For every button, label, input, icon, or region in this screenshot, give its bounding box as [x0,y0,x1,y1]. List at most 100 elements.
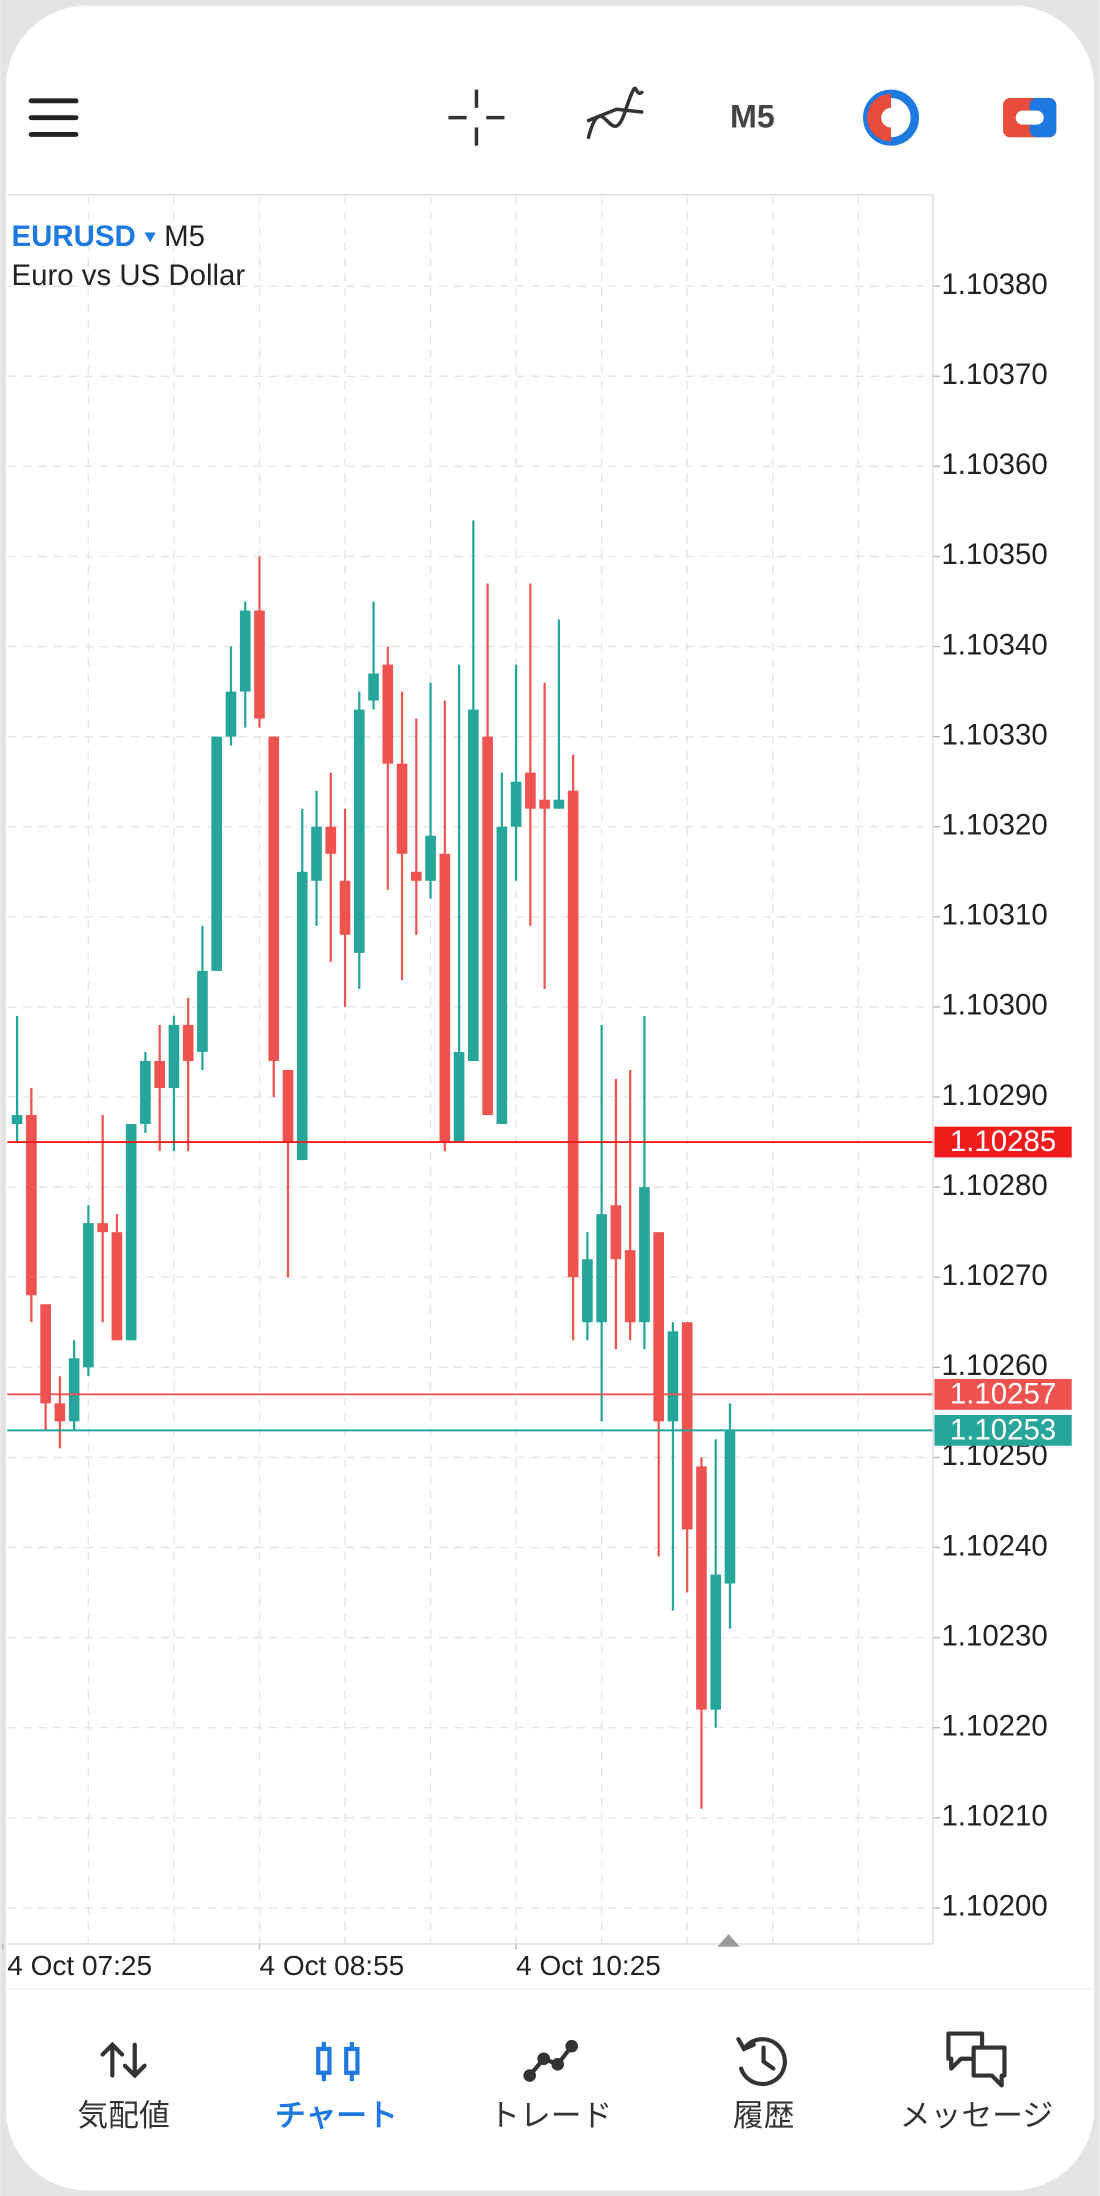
trade-icon[interactable] [523,2039,579,2082]
candle-body [567,790,579,1278]
y-tick-label: 1.10200 [941,1890,1047,1923]
candle-body [382,664,394,764]
timeframe-button[interactable]: M5 [730,99,775,135]
candle-body [525,772,536,809]
price-tag [934,1378,1072,1410]
scroll-marker [717,1934,740,1947]
candle-body [710,1574,722,1710]
price-tag-label: 1.10257 [950,1377,1056,1410]
y-tick-label: 1.10290 [941,1079,1047,1112]
one-click-button[interactable] [863,89,920,146]
y-tick-label: 1.10230 [941,1619,1047,1652]
candle-body [40,1304,51,1404]
candle-body [325,826,337,854]
indicators-button[interactable] [586,86,644,140]
y-tick-label: 1.10240 [941,1529,1047,1562]
candle-body [582,1259,593,1323]
candle-body [596,1214,607,1323]
candle-body [197,970,208,1052]
history-icon[interactable] [736,2037,787,2087]
candle-body [296,871,308,1161]
candle-body [396,763,408,854]
candle-body [681,1322,693,1530]
symbol-description: Euro vs US Dollar [12,259,246,292]
candle-body [282,1069,294,1143]
plot: 1.10200 1.10210 1.10220 1.10230 1.10240 1.102… [2,196,1072,1981]
y-tick-label: 1.10330 [941,718,1047,751]
candle-body [254,610,265,719]
chart-icon[interactable] [316,2041,360,2082]
quotes-icon[interactable] [100,2041,147,2079]
price-tag-label: 1.10253 [950,1414,1056,1447]
candle-body [510,781,522,827]
y-tick-label: 1.10270 [941,1259,1047,1292]
y-tick-label: 1.10210 [941,1800,1047,1833]
x-tick-label: 4 Oct 10:25 [516,1950,661,1981]
candle-body [111,1232,123,1341]
candle-body [482,736,493,1116]
candle-body [539,799,550,809]
candle-body [724,1430,736,1584]
crosshair-button[interactable] [448,89,505,146]
candle-body [468,709,479,1061]
y-tick-label: 1.10260 [941,1349,1047,1382]
menu-button[interactable] [28,98,79,137]
candle-body [268,736,280,1061]
y-tick-label: 1.10340 [941,628,1047,661]
chart-timeframe: M5 [164,220,205,253]
y-tick-label: 1.10320 [941,808,1047,841]
tab-bar: 気配値 チャート トレード 履歴 メッセージ [77,2098,1053,2134]
candle-body [439,853,451,1143]
tab-label[interactable]: トレード [489,2098,612,2134]
y-tick-label: 1.10380 [941,268,1047,301]
tab-label[interactable]: チャート [275,2098,398,2134]
candle-body [11,1115,23,1125]
candle-body [610,1205,622,1260]
x-tick-label: 4 Oct 08:55 [259,1950,404,1981]
candle-body [225,691,237,737]
candle-body [68,1358,80,1422]
candle-body [553,799,565,809]
symbol[interactable]: EURUSD [12,220,136,253]
candle-body [211,736,223,971]
candle-body [168,1024,180,1089]
y-tick-label: 1.10350 [941,538,1047,571]
candle-body [624,1250,636,1323]
candle-body [353,709,365,953]
candle-body [97,1223,108,1233]
messages-icon[interactable] [946,2031,1007,2088]
trade-button[interactable] [1003,98,1057,138]
candle-body [639,1187,650,1323]
price-tag-label: 1.10285 [950,1125,1056,1158]
y-tick-label: 1.10220 [941,1709,1047,1742]
price-tag [934,1414,1072,1446]
candle-body [339,880,351,935]
candle-body [667,1331,679,1422]
tab-label[interactable]: 気配値 [77,2098,169,2134]
phone-screen [5,5,1095,2191]
y-tick-label: 1.10370 [941,358,1047,391]
candle-body [83,1223,94,1368]
candle-body [496,826,508,1125]
y-tick-label: 1.10310 [941,899,1047,932]
candle-body [154,1060,165,1089]
candle-body [239,610,251,692]
candle-body [696,1466,707,1710]
plot-area [7,196,934,1944]
candle-body [182,1024,194,1061]
x-tick-label: 4 Oct 07:25 [7,1950,152,1981]
candle-body [410,871,422,881]
candle-body [368,673,379,701]
candle-body [453,1051,465,1143]
candle-body [140,1060,151,1125]
y-tick-label: 1.10300 [941,989,1047,1022]
tab-label[interactable]: 履歴 [733,2098,795,2134]
tab-label[interactable]: メッセージ [900,2098,1053,2134]
symbol-dropdown[interactable] [144,232,156,243]
candle-body [26,1115,37,1296]
y-tick-label: 1.10360 [941,448,1047,481]
price-tag [934,1126,1072,1158]
candle-body [125,1124,137,1341]
